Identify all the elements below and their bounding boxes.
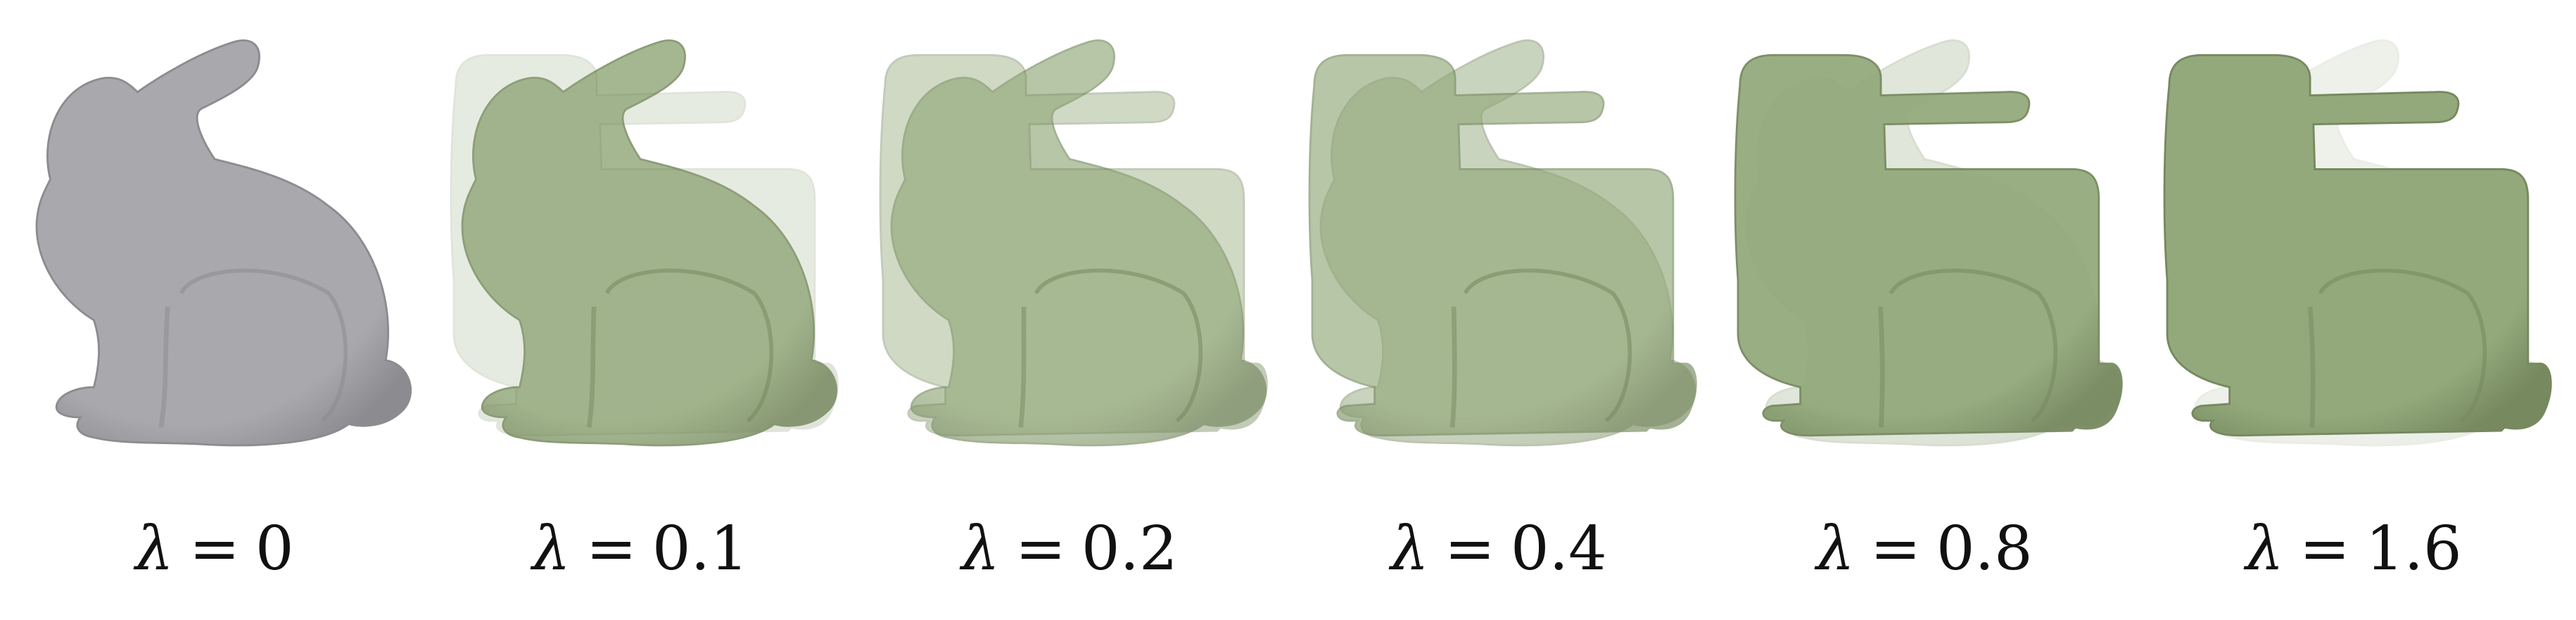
- front-leg-shading: [1449, 306, 1457, 428]
- bunny-render-1: [450, 39, 839, 447]
- hind-leg-shading: [1889, 268, 2058, 423]
- lambda-symbol: λ: [2245, 514, 2284, 584]
- lambda-symbol: λ: [961, 514, 1000, 584]
- panel-lambda-5: λ = 1.6: [2139, 0, 2568, 620]
- lambda-symbol: λ: [135, 514, 174, 584]
- lambda-caption: λ = 0.2: [855, 514, 1284, 584]
- bunny-render-3: [1308, 39, 1697, 447]
- lambda-value: 1.6: [2365, 514, 2462, 584]
- bunny-render-2: [879, 39, 1268, 447]
- equals-sign: =: [2299, 514, 2350, 584]
- panel-lambda-3: λ = 0.4: [1284, 0, 1713, 620]
- bunny-render-0: [35, 39, 412, 447]
- panel-lambda-4: λ = 0.8: [1710, 0, 2139, 620]
- lambda-caption: λ = 0.8: [1710, 514, 2139, 584]
- equals-sign: =: [585, 514, 637, 584]
- lambda-caption: λ = 1.6: [2139, 514, 2568, 584]
- equals-sign: =: [1870, 514, 1921, 584]
- front-leg-shading: [2307, 306, 2316, 428]
- panel-lambda-0: λ = 0: [0, 0, 429, 620]
- hind-leg-shading: [1034, 268, 1203, 423]
- panel-lambda-2: λ = 0.2: [855, 0, 1284, 620]
- lambda-value: 0.8: [1936, 514, 2033, 584]
- bunny-body-boxy: [450, 53, 839, 437]
- front-leg-shading: [158, 306, 170, 428]
- lambda-caption: λ = 0.1: [426, 514, 855, 584]
- lambda-symbol: λ: [1816, 514, 1855, 584]
- lambda-value: 0: [255, 514, 294, 584]
- lambda-caption: λ = 0: [0, 514, 429, 584]
- lambda-value: 0.4: [1510, 514, 1607, 584]
- panel-lambda-1: λ = 0.1: [426, 0, 855, 620]
- equals-sign: =: [1015, 514, 1066, 584]
- equals-sign: =: [189, 514, 240, 584]
- bunny-render-5: [2163, 39, 2552, 447]
- lambda-value: 0.2: [1081, 514, 1178, 584]
- lambda-symbol: λ: [1390, 514, 1429, 584]
- bunny-body-boxy: [1308, 53, 1697, 437]
- lambda-value: 0.1: [652, 514, 749, 584]
- hind-leg-shading: [1463, 268, 1632, 423]
- bunny-body-boxy: [2163, 53, 2552, 437]
- bunny-body-boxy: [1734, 53, 2123, 437]
- bunny-body-organic: [35, 39, 412, 447]
- hind-leg-shading: [604, 268, 774, 423]
- equals-sign: =: [1444, 514, 1495, 584]
- hind-leg-shading: [179, 268, 348, 423]
- lambda-symbol: λ: [532, 514, 571, 584]
- lambda-caption: λ = 0.4: [1284, 514, 1713, 584]
- bunny-body-boxy: [879, 53, 1268, 437]
- bunny-render-4: [1734, 39, 2123, 447]
- front-leg-shading: [586, 306, 597, 428]
- front-leg-shading: [1878, 306, 1885, 428]
- front-leg-shading: [1018, 306, 1027, 428]
- hind-leg-shading: [2318, 268, 2487, 423]
